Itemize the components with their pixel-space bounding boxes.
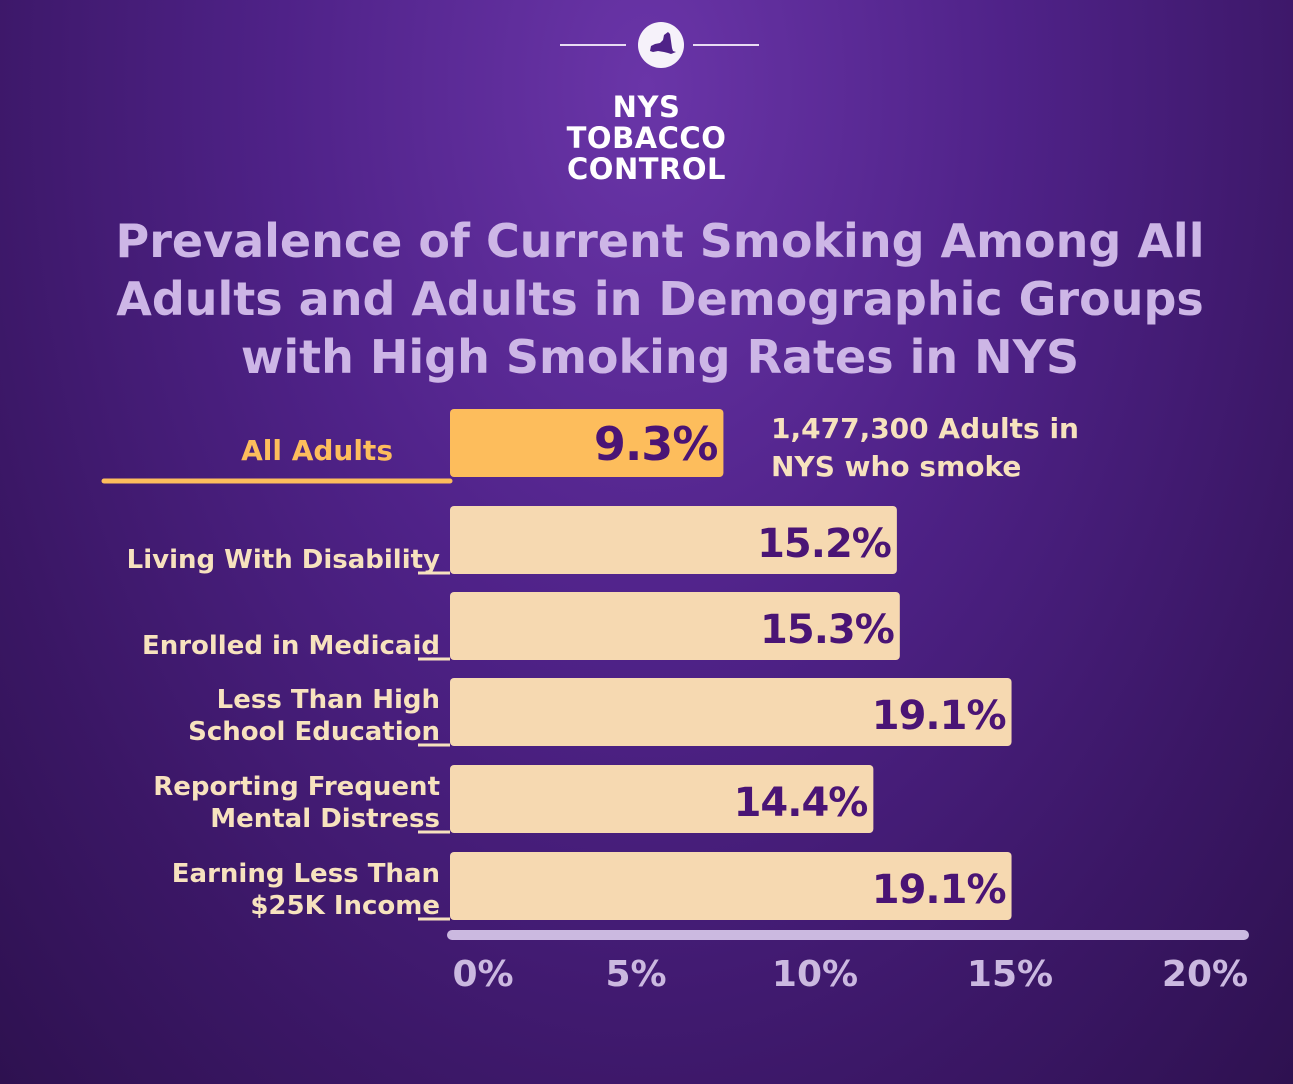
logo-badge (638, 22, 684, 68)
bar-3 (450, 678, 1012, 746)
all-adults-annotation: 1,477,300 Adults in NYS who smoke (771, 410, 1079, 486)
bar-value-label-0: 9.3% (594, 417, 718, 471)
bar-value-label-1: 15.2% (757, 521, 891, 567)
chart-title: Prevalence of Current Smoking Among All … (115, 214, 1205, 384)
category-label-1-line-0: Living With Disability (127, 545, 440, 575)
category-label-3-line-0: Less Than High (217, 685, 440, 715)
x-tick-label-2: 10% (772, 954, 858, 995)
category-label-3-line-1: School Education (188, 717, 440, 747)
bar-5 (450, 852, 1012, 920)
brand-line-1: NYS (612, 90, 681, 124)
logo-divider-right (693, 44, 759, 46)
new-york-state-silhouette-icon (650, 32, 676, 54)
category-label-0: All Adults (241, 434, 393, 467)
brand-name: NYS TOBACCO CONTROL (0, 92, 1293, 185)
bar-0 (450, 409, 724, 477)
x-tick-label-3: 15% (967, 954, 1053, 995)
bar-1 (450, 506, 897, 574)
x-tick-label-4: 20% (1162, 954, 1248, 995)
bar-value-label-4: 14.4% (734, 780, 868, 826)
annotation-line-2: NYS who smoke (771, 450, 1022, 483)
brand-line-2: TOBACCO (566, 121, 727, 155)
category-label-4-line-0: Reporting Frequent (153, 772, 440, 802)
category-label-4-line-1: Mental Distress (210, 804, 440, 834)
category-label-5-line-1: $25K Income (250, 891, 440, 921)
bar-value-label-3: 19.1% (872, 693, 1006, 739)
bar-value-label-5: 19.1% (872, 867, 1006, 913)
header: NYS TOBACCO CONTROL (0, 0, 1293, 200)
x-tick-label-0: 0% (452, 954, 513, 995)
annotation-line-1: 1,477,300 Adults in (771, 412, 1079, 445)
logo-divider-left (560, 44, 626, 46)
brand-line-3: CONTROL (567, 152, 726, 186)
bar-value-label-2: 15.3% (760, 607, 894, 653)
x-tick-label-1: 5% (605, 954, 666, 995)
category-label-2-line-0: Enrolled in Medicaid (142, 631, 440, 661)
category-label-5-line-0: Earning Less Than (172, 859, 440, 889)
bar-4 (450, 765, 874, 833)
bar-2 (450, 592, 900, 660)
